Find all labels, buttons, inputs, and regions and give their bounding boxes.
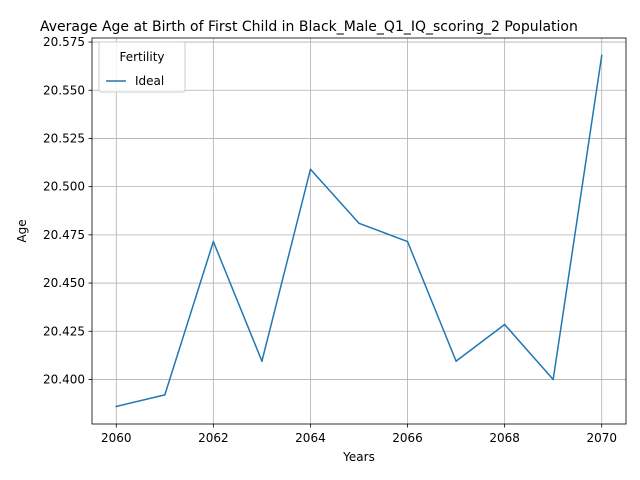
y-axis-label: Age xyxy=(15,219,29,242)
data-point xyxy=(504,324,506,326)
legend-title: Fertility xyxy=(119,50,164,64)
y-tick-label: 20.575 xyxy=(43,35,85,49)
x-tick-label: 2064 xyxy=(295,431,326,445)
chart-title: Average Age at Birth of First Child in B… xyxy=(40,19,578,35)
y-tick-label: 20.550 xyxy=(43,83,85,97)
y-tick-label: 20.475 xyxy=(43,228,85,242)
legend-label-ideal: Ideal xyxy=(135,74,164,88)
x-tick-label: 2068 xyxy=(489,431,520,445)
data-point xyxy=(601,55,603,57)
data-point xyxy=(213,241,215,243)
x-tick-label: 2066 xyxy=(392,431,423,445)
data-point xyxy=(115,406,117,408)
y-tick-label: 20.425 xyxy=(43,324,85,338)
data-point xyxy=(358,222,360,224)
y-tick-label: 20.525 xyxy=(43,131,85,145)
y-tick-label: 20.450 xyxy=(43,276,85,290)
data-point xyxy=(164,394,166,396)
data-point xyxy=(310,169,312,171)
y-tick-label: 20.400 xyxy=(43,372,85,386)
data-point xyxy=(455,360,457,362)
legend: Fertility Ideal xyxy=(99,42,185,92)
data-point xyxy=(552,379,554,381)
y-tick-label: 20.500 xyxy=(43,180,85,194)
data-point xyxy=(407,241,409,243)
x-axis-label: Years xyxy=(342,450,375,464)
data-point xyxy=(261,360,263,362)
x-tick-label: 2062 xyxy=(198,431,229,445)
x-tick-label: 2070 xyxy=(586,431,617,445)
x-tick-label: 2060 xyxy=(101,431,132,445)
